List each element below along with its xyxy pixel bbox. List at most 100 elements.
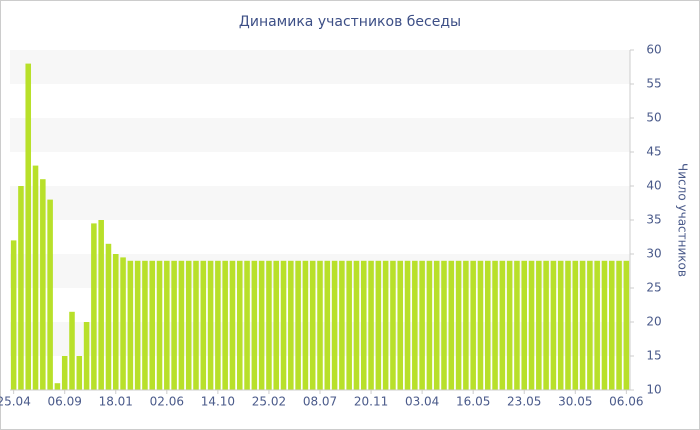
bar [156, 260, 163, 390]
grid-band [10, 186, 630, 220]
y-tick-label: 20 [646, 315, 661, 329]
bar [426, 260, 433, 390]
bar [244, 260, 250, 390]
bar [623, 260, 630, 390]
bar [98, 220, 104, 390]
bar [134, 260, 141, 390]
bar [412, 260, 418, 390]
bar [543, 260, 549, 390]
bar [601, 260, 608, 390]
bar [324, 260, 331, 390]
y-tick-label: 55 [646, 77, 661, 91]
bar [608, 260, 615, 390]
y-tick-label: 15 [646, 349, 661, 363]
bar [579, 260, 586, 390]
x-tick-label: 06.09 [48, 395, 82, 409]
bar [112, 254, 119, 390]
grid-band [10, 118, 630, 152]
bar [32, 165, 39, 390]
x-tick-label: 02.06 [150, 395, 184, 409]
x-tick-label: 14.10 [201, 395, 235, 409]
bar [76, 356, 83, 390]
y-tick-label: 10 [646, 383, 661, 397]
bar [419, 260, 425, 390]
y-axis-title: Число участников [676, 163, 690, 277]
y-tick-label: 30 [646, 247, 661, 261]
x-tick-label: 08.07 [303, 395, 337, 409]
bar [215, 260, 221, 390]
bar [339, 260, 345, 390]
bar [528, 260, 535, 390]
bar [295, 260, 301, 390]
bar [288, 260, 294, 390]
bar [360, 260, 367, 390]
bar [10, 240, 17, 390]
bar [222, 260, 228, 390]
bar [105, 243, 112, 390]
bar [309, 260, 316, 390]
bar [368, 260, 374, 390]
x-tick-label: 20.11 [354, 395, 388, 409]
bar [565, 260, 571, 390]
bar [484, 260, 491, 390]
bar [273, 260, 280, 390]
bar [236, 260, 243, 390]
bar [594, 260, 600, 390]
bar [557, 260, 564, 390]
x-tick-label: 23.05 [507, 395, 541, 409]
bar [470, 260, 476, 390]
y-tick-label: 50 [646, 111, 661, 125]
bar [251, 260, 258, 390]
bar [390, 260, 396, 390]
bar [382, 260, 389, 390]
bar [171, 260, 177, 390]
x-tick-label: 16.05 [456, 395, 490, 409]
x-tick-label: 30.05 [558, 395, 592, 409]
bar [521, 260, 528, 390]
bar [397, 260, 404, 390]
bar [193, 260, 199, 390]
x-tick-label: 25.04 [0, 395, 31, 409]
bar [331, 260, 338, 390]
bar [127, 260, 134, 390]
bar [91, 223, 97, 390]
bar [164, 260, 170, 390]
bar [572, 260, 579, 390]
bar [200, 260, 207, 390]
bar [317, 260, 323, 390]
bar [61, 356, 68, 390]
bar [441, 260, 447, 390]
bar [178, 260, 185, 390]
bar [229, 260, 236, 390]
bar [492, 260, 498, 390]
x-tick-label: 25.02 [252, 395, 286, 409]
bar [258, 260, 265, 390]
bar [54, 383, 61, 390]
y-tick-label: 45 [646, 145, 661, 159]
chart-title: Динамика участников беседы [239, 14, 461, 30]
grid-band [10, 50, 630, 84]
bar [536, 260, 542, 390]
bar [142, 260, 148, 390]
bar [477, 260, 484, 390]
x-tick-label: 06.06 [609, 395, 643, 409]
bar [346, 260, 352, 390]
bar [83, 322, 90, 390]
bar [280, 260, 287, 390]
bar [47, 199, 53, 390]
bar [433, 260, 440, 390]
bar [207, 260, 214, 390]
bar [149, 260, 156, 390]
bar [455, 260, 462, 390]
bar [185, 260, 192, 390]
y-tick-label: 40 [646, 179, 661, 193]
bar [375, 260, 382, 390]
bar [69, 311, 75, 390]
bar [616, 260, 622, 390]
bar [448, 260, 455, 390]
y-tick-label: 60 [646, 43, 661, 57]
bar [506, 260, 513, 390]
bar [120, 257, 126, 390]
bar [266, 260, 272, 390]
